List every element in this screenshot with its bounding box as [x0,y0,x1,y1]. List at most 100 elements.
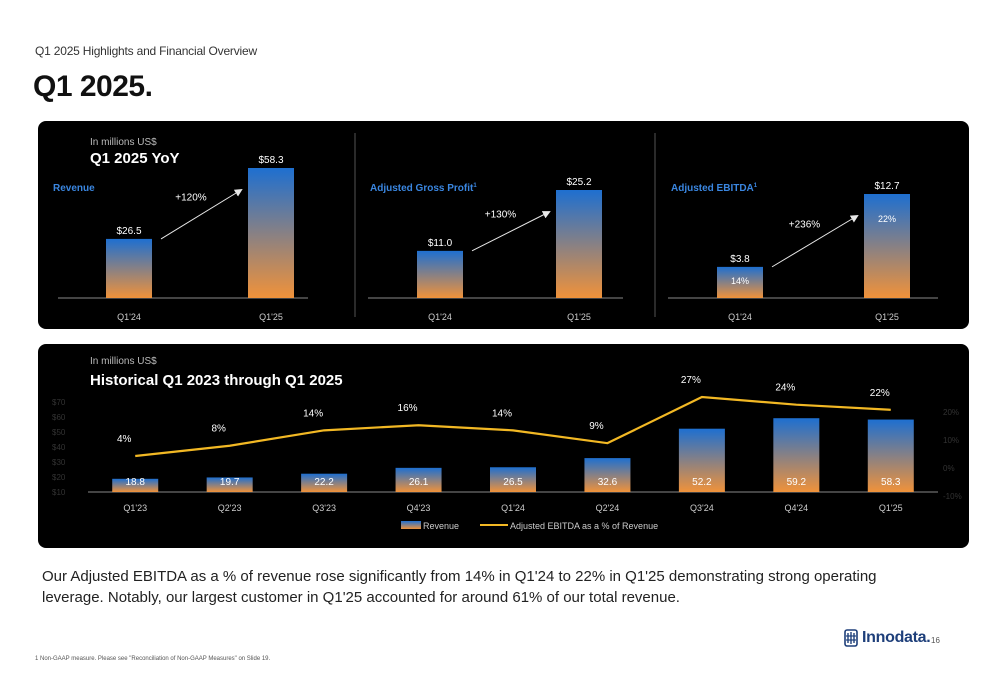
x-tick-label: Q4'23 [407,503,431,513]
x-tick-label: Q1'23 [123,503,147,513]
growth-arrow [160,188,243,240]
revenue-bar [867,419,914,492]
legend: Revenue Adjusted EBITDA as a % of Revenue [401,521,658,531]
ebitda-margin-label: 4% [117,434,132,445]
page-title: Q1 2025. [33,70,153,103]
legend-label-revenue: Revenue [423,521,459,531]
ebitda-margin-label: 14% [492,408,512,419]
yoy-subtitle: In millions US$ [90,137,157,148]
bar [106,238,152,298]
eyebrow-title: Q1 2025 Highlights and Financial Overvie… [35,44,257,58]
yoy-panel: In millions US$ Q1 2025 YoY Revenue $26.5 Q1… [38,121,969,329]
y-right-tick: 20% [943,408,959,417]
bar [864,194,910,298]
x-tick-label: Q1'24 [728,312,752,322]
bar-value-label: $25.2 [566,177,591,188]
y-right-tick: -10% [943,492,962,501]
bar-value-label: $11.0 [428,238,453,249]
revenue-value-label: 18.8 [125,477,145,488]
revenue-value-label: 22.2 [314,477,334,488]
y-left-tick: $40 [52,443,66,452]
metric-title-sup: 1 [754,183,758,189]
metric-title: Adjusted Gross Profit1 [370,183,477,194]
x-tick-label: Q1'24 [117,312,141,322]
historical-subtitle: In millions US$ [90,356,157,367]
x-tick-label: Q3'23 [312,503,336,513]
revenue-value-label: 32.6 [598,477,618,488]
ebitda-margin-label: 16% [398,403,418,414]
revenue-value-label: 19.7 [220,477,240,488]
bar [417,250,463,298]
historical-chart: In millions US$ Historical Q1 2023 throug… [52,356,962,531]
y-left-tick: $70 [52,398,66,407]
yoy-charts: In millions US$ Q1 2025 YoY Revenue $26.5 Q1… [53,133,938,322]
revenue-value-label: 26.5 [503,477,523,488]
yoy-chart-3: Adjusted EBITDA1 $3.8 Q1'24 14% $12.7 Q1'25 22… [668,181,938,322]
revenue-bar [395,467,442,492]
metric-title: Adjusted EBITDA1 [671,183,758,194]
ebitda-margin-label: 14% [303,408,323,419]
ebitda-margin-label: 27% [681,375,701,386]
y-left-tick: $50 [52,428,66,437]
legend-swatch-revenue [401,521,421,529]
historical-panel: In millions US$ Historical Q1 2023 throug… [38,344,969,548]
x-tick-label: Q1'24 [501,503,525,513]
y-left-tick: $10 [52,488,66,497]
x-tick-label: Q2'24 [596,503,620,513]
metric-title-sup: 1 [473,183,477,189]
innodata-logo-icon [844,629,858,647]
ebitda-margin-label: 9% [589,421,604,432]
yoy-title: Q1 2025 YoY [90,150,180,167]
revenue-bar [301,473,348,492]
yoy-chart-2: Adjusted Gross Profit1 $11.0 Q1'24 $25.2 Q1'… [368,177,623,322]
growth-label: +236% [789,219,821,230]
x-tick-label: Q3'24 [690,503,714,513]
bar [556,190,602,298]
bar-value-label: $26.5 [116,226,141,237]
x-tick-label: Q1'24 [428,312,452,322]
bar [248,168,294,298]
growth-arrow [471,211,551,252]
x-tick-label: Q1'25 [879,503,903,513]
y-left-tick: $30 [52,458,66,467]
bar-inner-label: 22% [878,214,896,224]
brand-name: Innodata. [862,629,931,646]
legend-label-ebitda: Adjusted EBITDA as a % of Revenue [510,521,658,531]
growth-arrow [771,214,859,268]
y-right-tick: 10% [943,436,959,445]
bar [717,266,763,298]
y-left-tick: $20 [52,473,66,482]
x-tick-label: Q4'24 [784,503,808,513]
growth-label: +120% [175,192,207,203]
yoy-chart-1: Revenue $26.5 Q1'24 $58.3 Q1'25 +120% [53,155,308,322]
x-tick-label: Q2'23 [218,503,242,513]
revenue-value-label: 58.3 [881,477,901,488]
narrative-text: Our Adjusted EBITDA as a % of revenue ro… [42,568,877,606]
revenue-value-label: 26.1 [409,477,429,488]
page-number: 16 [931,636,940,645]
innodata-logo: Innodata. [844,629,931,647]
x-tick-label: Q1'25 [259,312,283,322]
bar-value-label: $58.3 [258,155,283,166]
ebitda-margin-line [135,395,891,458]
revenue-bar [490,467,536,492]
bar-value-label: $3.8 [730,254,750,265]
bar-value-label: $12.7 [874,181,899,192]
revenue-bar [773,418,820,492]
revenue-bar [584,458,631,492]
bar-inner-label: 14% [731,276,749,286]
ebitda-margin-label: 8% [211,424,226,435]
revenue-bar [678,428,725,492]
revenue-value-label: 52.2 [692,477,712,488]
x-tick-label: Q1'25 [567,312,591,322]
ebitda-margin-label: 22% [870,388,890,399]
revenue-bar [206,477,253,492]
ebitda-margin-label: 24% [775,383,795,394]
footnote: 1 Non-GAAP measure. Please see "Reconcil… [35,656,271,662]
y-right-tick: 0% [943,464,955,473]
y-left-tick: $60 [52,413,66,422]
historical-title: Historical Q1 2023 through Q1 2025 [90,372,343,389]
x-tick-label: Q1'25 [875,312,899,322]
growth-label: +130% [485,209,517,220]
revenue-bar [112,478,159,492]
